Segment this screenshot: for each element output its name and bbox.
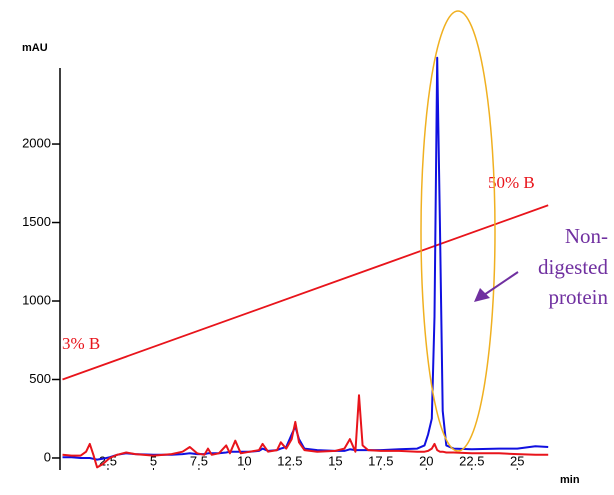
x-axis-label: min: [560, 474, 580, 486]
y-tick-label: 2000: [22, 135, 51, 150]
highlight-ellipse: [420, 10, 496, 452]
x-tick-label: 15: [328, 453, 342, 468]
x-tick-label: 10: [237, 453, 251, 468]
annotation-arrowhead: [474, 288, 490, 302]
series-line: [62, 394, 549, 469]
gradient-line: [62, 204, 549, 381]
y-tick-label: 1500: [22, 214, 51, 229]
x-tick-label: 20: [419, 453, 433, 468]
annotation-arrow: [483, 271, 519, 296]
x-tick-label: 7.5: [190, 453, 208, 468]
y-tick-label: 1000: [22, 292, 51, 307]
x-tick-label: 22.5: [459, 453, 484, 468]
x-tick-label: 17.5: [368, 453, 393, 468]
x-tick-label: 25: [510, 453, 524, 468]
gradient-start-label: 3% B: [62, 334, 100, 353]
y-axis-label: mAU: [22, 42, 48, 54]
y-tick-label: 0: [44, 449, 51, 464]
annotation-text: protein: [549, 285, 609, 309]
x-tick-label: 5: [150, 453, 157, 468]
gradient-end-label: 50% B: [488, 173, 535, 192]
annotation-text: digested: [538, 255, 608, 279]
series-line: [62, 56, 549, 461]
annotation-text: Non-: [565, 224, 608, 248]
x-tick-label: 12.5: [277, 453, 302, 468]
y-tick-label: 500: [29, 371, 51, 386]
